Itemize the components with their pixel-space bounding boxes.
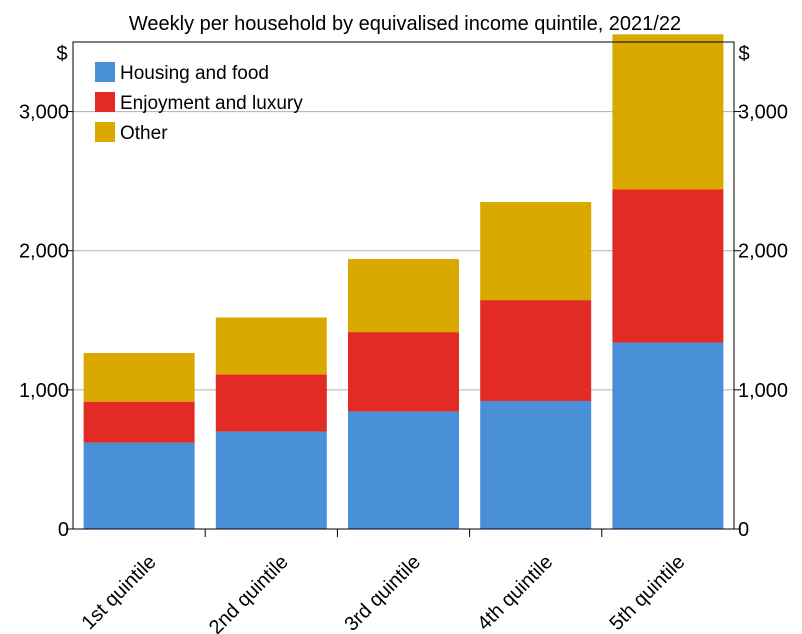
legend-label: Other [120,123,168,144]
x-tick-label: 1st quintile [77,551,160,634]
bar-segment [83,442,195,529]
x-tick-label: 5th quintile [605,551,689,634]
bar-segment [480,300,592,401]
bar-segment [348,332,459,412]
y-tick-label-left: 0 [58,519,69,541]
plot-frame [72,41,735,530]
bar-segment [83,352,195,402]
bar-segment [348,411,459,529]
legend-label: Housing and food [120,63,269,84]
y-tick-label-right: 3,000 [738,102,788,124]
legend-swatch [95,92,115,112]
bar-segment [215,431,327,529]
bar-segment [83,401,195,443]
y-tick-label-right: 1,000 [738,380,788,402]
legend-swatch [95,122,115,142]
x-tick-label: 4th quintile [473,551,557,634]
x-tick-label: 3rd quintile [340,551,425,634]
y-tick-label-right: 2,000 [738,241,788,263]
y-tick-label-left: 2,000 [19,241,69,263]
y-axis-unit-right: $ [738,43,749,65]
bar-segment [480,400,592,529]
x-axis-ticks: 1st quintile 2nd quintile 3rd quintile 4th … [77,529,689,634]
bar-segment [612,189,724,343]
bar-segment [612,342,724,529]
legend-swatch [95,62,115,82]
x-tick-label: 2nd quintile [205,551,293,634]
bar-segment [612,34,724,190]
bar-segment [348,259,459,333]
bars [83,34,724,529]
legend: Housing and food Enjoyment and luxury Othe… [95,62,303,144]
bar-segment [480,202,592,301]
y-tick-label-right: 0 [738,519,749,541]
y-tick-label-left: 1,000 [19,380,69,402]
bar-segment [215,317,327,375]
chart-subtitle: Weekly per household by equivalised inco… [129,13,681,35]
legend-label: Enjoyment and luxury [120,93,303,114]
y-axis-unit-left: $ [56,43,67,65]
bar-segment [215,374,327,432]
y-tick-label-left: 3,000 [19,102,69,124]
y-axis-ticks: 0 0 1,000 1,000 2,000 2,000 3,000 3,000 [19,102,788,541]
